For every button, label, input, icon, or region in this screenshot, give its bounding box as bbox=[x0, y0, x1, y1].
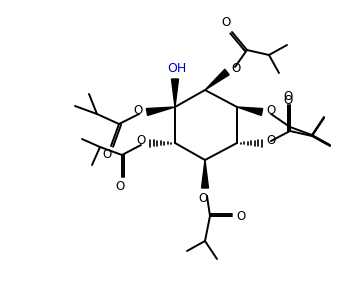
Text: O: O bbox=[115, 180, 125, 192]
Polygon shape bbox=[172, 79, 179, 107]
Text: OH: OH bbox=[167, 63, 187, 76]
Text: O: O bbox=[266, 103, 276, 117]
Text: O: O bbox=[102, 149, 112, 162]
Polygon shape bbox=[146, 107, 175, 116]
Text: O: O bbox=[221, 16, 231, 30]
Text: O: O bbox=[198, 192, 208, 204]
Polygon shape bbox=[205, 69, 229, 90]
Text: O: O bbox=[137, 135, 146, 148]
Polygon shape bbox=[237, 107, 263, 115]
Polygon shape bbox=[201, 160, 208, 188]
Text: O: O bbox=[266, 135, 276, 148]
Text: O: O bbox=[133, 105, 143, 117]
Text: O: O bbox=[231, 63, 241, 76]
Text: O: O bbox=[236, 210, 246, 223]
Text: O: O bbox=[283, 94, 293, 106]
Text: O: O bbox=[283, 89, 293, 102]
